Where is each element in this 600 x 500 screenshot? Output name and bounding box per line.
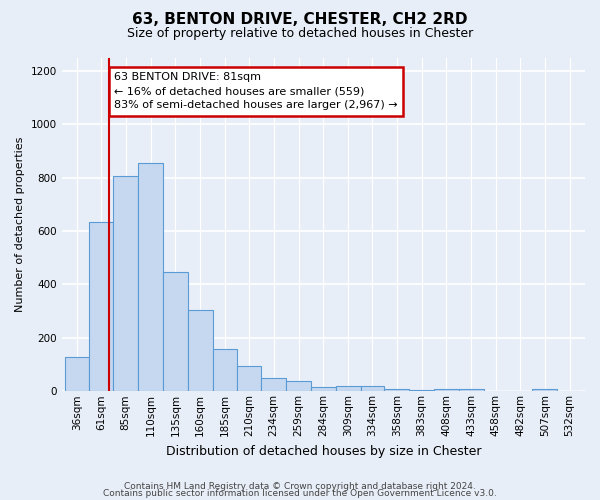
Bar: [188, 310, 212, 392]
Bar: [261, 378, 286, 392]
Bar: [238, 366, 261, 392]
Text: 63 BENTON DRIVE: 81sqm
← 16% of detached houses are smaller (559)
83% of semi-de: 63 BENTON DRIVE: 81sqm ← 16% of detached…: [114, 72, 398, 110]
Bar: [336, 386, 361, 392]
Bar: [434, 388, 459, 392]
Text: 63, BENTON DRIVE, CHESTER, CH2 2RD: 63, BENTON DRIVE, CHESTER, CH2 2RD: [132, 12, 468, 28]
Bar: [311, 388, 336, 392]
Text: Contains public sector information licensed under the Open Government Licence v3: Contains public sector information licen…: [103, 490, 497, 498]
Text: Contains HM Land Registry data © Crown copyright and database right 2024.: Contains HM Land Registry data © Crown c…: [124, 482, 476, 491]
Bar: [361, 386, 385, 392]
Bar: [138, 163, 163, 392]
Bar: [65, 356, 89, 392]
Bar: [113, 176, 138, 392]
Bar: [163, 272, 188, 392]
Bar: [212, 348, 238, 392]
X-axis label: Distribution of detached houses by size in Chester: Distribution of detached houses by size …: [166, 444, 481, 458]
Y-axis label: Number of detached properties: Number of detached properties: [15, 136, 25, 312]
Bar: [385, 388, 409, 392]
Bar: [286, 380, 311, 392]
Bar: [409, 390, 434, 392]
Bar: [459, 388, 484, 392]
Text: Size of property relative to detached houses in Chester: Size of property relative to detached ho…: [127, 28, 473, 40]
Bar: [532, 388, 557, 392]
Bar: [89, 222, 113, 392]
